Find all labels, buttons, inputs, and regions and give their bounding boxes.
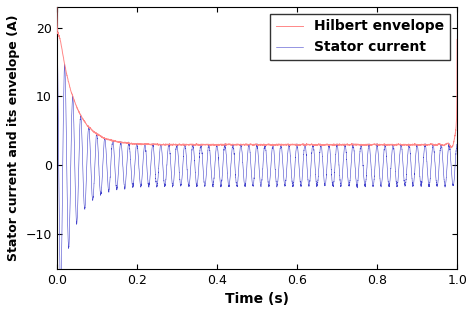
Stator current [207, 149, 213, 152]
Stator current [383, 147, 389, 151]
Stator current [353, 171, 358, 175]
Legend: Hilbert envelope, Stator current: Hilbert envelope, Stator current [270, 14, 450, 60]
Stator current [454, 143, 460, 146]
Hilbert envelope [383, 143, 389, 146]
Hilbert envelope [454, 38, 460, 41]
Hilbert envelope [294, 143, 300, 147]
Y-axis label: Stator current and its envelope (A): Stator current and its envelope (A) [7, 14, 20, 261]
Line: Stator current: Stator current [57, 13, 457, 289]
Stator current [294, 143, 300, 147]
Hilbert envelope [314, 143, 320, 147]
Hilbert envelope [207, 143, 212, 147]
Stator current [54, 11, 60, 15]
Stator current [127, 144, 132, 148]
Hilbert envelope [353, 143, 358, 146]
Stator current [314, 184, 320, 188]
Line: Hilbert envelope: Hilbert envelope [57, 0, 457, 148]
X-axis label: Time (s): Time (s) [225, 292, 289, 306]
Stator current [58, 287, 64, 291]
Hilbert envelope [448, 146, 454, 150]
Hilbert envelope [127, 141, 132, 145]
